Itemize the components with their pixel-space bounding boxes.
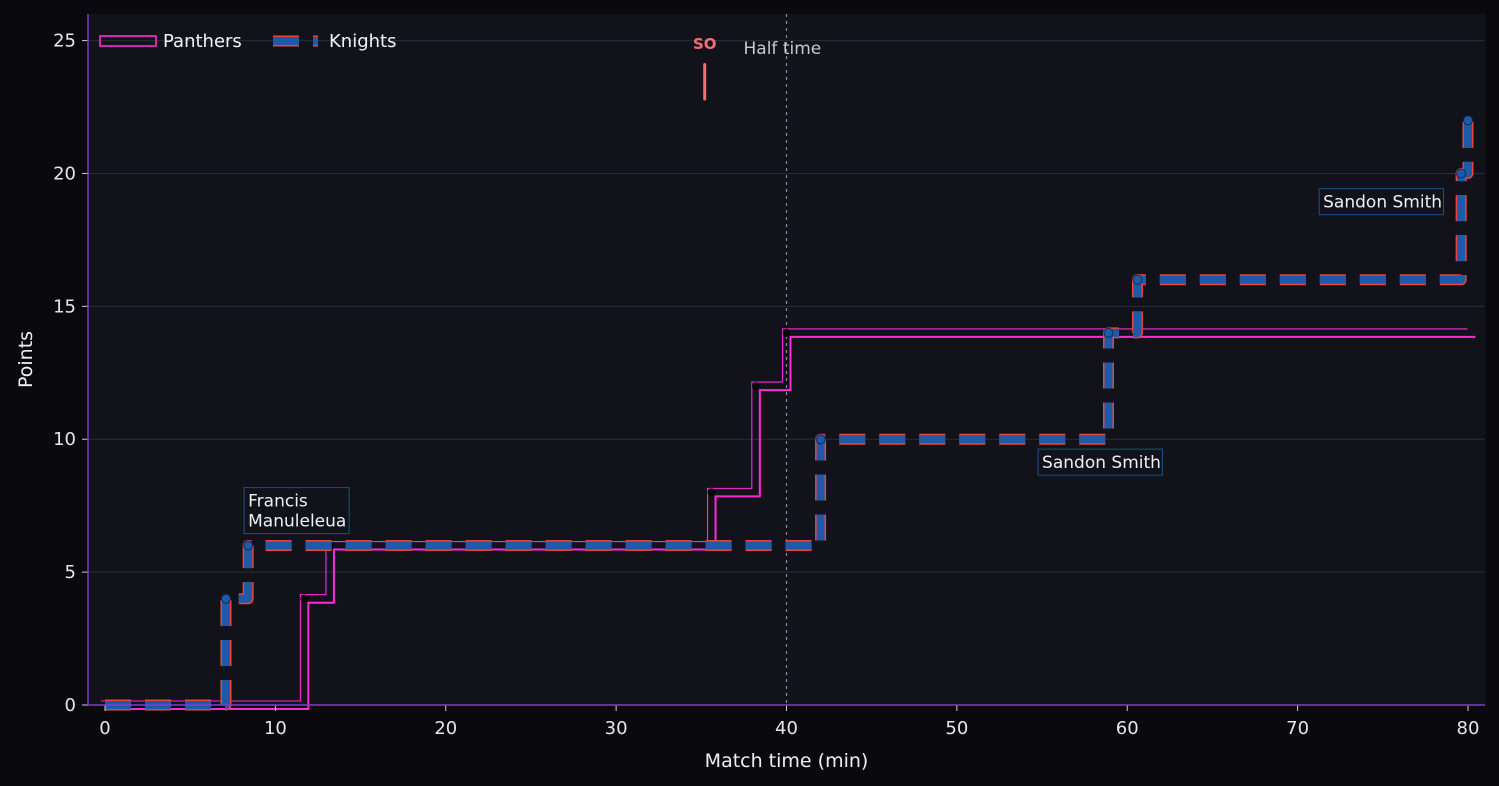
annotation-box xyxy=(243,487,350,535)
panthers-point xyxy=(782,328,791,337)
series-lines xyxy=(101,115,1476,711)
axes: 0 5 10 15 20 25 0 10 20 30 40 50 60 70 80 Match time (m… xyxy=(15,14,1485,772)
so-marker-label: SO xyxy=(693,35,717,53)
grid-lines xyxy=(88,40,1485,573)
half-time-line: Half time SO xyxy=(693,14,821,705)
knights-point xyxy=(815,434,826,445)
x-tick-label: 50 xyxy=(945,718,968,739)
panthers-point xyxy=(300,594,309,603)
legend-panthers-swatch xyxy=(99,35,157,47)
annotation-label: Manuleleua xyxy=(248,512,346,532)
x-tick-label: 10 xyxy=(264,718,287,739)
panthers-point xyxy=(707,488,716,497)
y-tick-label: 0 xyxy=(65,695,76,716)
knights-point xyxy=(1132,274,1143,285)
legend: Panthers Knights xyxy=(99,31,396,52)
x-tick-label: 20 xyxy=(434,718,457,739)
y-axis-label: Points xyxy=(15,331,37,388)
knights-point xyxy=(1462,115,1473,126)
x-tick-label: 0 xyxy=(99,718,110,739)
annotation-label: Sandon Smith xyxy=(1042,453,1161,473)
knights-point xyxy=(220,593,231,604)
knights-point xyxy=(1456,168,1467,179)
x-tick-label: 40 xyxy=(775,718,798,739)
annotation-box xyxy=(1318,188,1445,216)
panthers-point xyxy=(751,382,760,391)
legend-panthers-label: Panthers xyxy=(163,31,242,52)
knights-line xyxy=(105,120,1472,709)
knights-point xyxy=(1103,327,1114,338)
x-tick-label: 60 xyxy=(1116,718,1139,739)
y-tick-label: 10 xyxy=(53,429,76,450)
y-tick-label: 25 xyxy=(53,31,76,52)
y-tick-label: 5 xyxy=(65,562,76,583)
annotation-label: Francis xyxy=(248,492,308,512)
panthers-line xyxy=(109,335,1476,710)
x-axis-label: Match time (min) xyxy=(705,750,869,772)
x-tick-label: 30 xyxy=(605,718,628,739)
annotation-label: Sandon Smith xyxy=(1323,193,1442,213)
legend-knights-label: Knights xyxy=(329,31,396,52)
half-time-label: Half time xyxy=(744,39,822,59)
y-tick-label: 15 xyxy=(53,296,76,317)
knights-point xyxy=(243,540,254,551)
panthers-line-outer xyxy=(101,328,1468,702)
x-tick-label: 80 xyxy=(1457,718,1480,739)
annotation-box xyxy=(1037,448,1163,476)
x-tick-label: 70 xyxy=(1286,718,1309,739)
y-tick-label: 20 xyxy=(53,163,76,184)
